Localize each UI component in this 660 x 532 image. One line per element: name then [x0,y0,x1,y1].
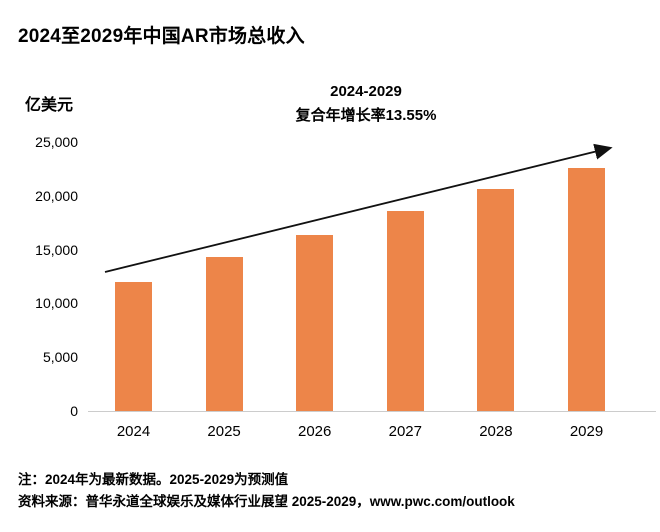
cagr-annotation: 2024-2029 复合年增长率13.55% [216,83,516,125]
y-tick-label-10000: 10,000 [35,295,78,312]
bar-2028 [477,189,515,411]
x-tick-label-2029: 2029 [569,423,604,440]
y-tick-label-0: 0 [70,403,78,419]
bar-2026 [296,234,334,411]
cagr-annotation-period: 2024-2029 [330,83,402,100]
footnote: 注：2024年为最新数据。2025-2029为预测值 [18,472,289,487]
bar-2025 [205,257,243,411]
x-tick-label-2026: 2026 [298,423,332,440]
bar-2029 [568,167,605,411]
x-tick-label-2025: 2025 [207,423,241,440]
x-tick-label-2024: 2024 [116,423,151,440]
bar-2027 [386,210,424,411]
x-tick-label-2027: 2027 [388,423,422,440]
y-tick-label-15000: 15,000 [35,241,78,258]
source-note: 资料来源：普华永道全球娱乐及媒体行业展望 2025-2029，www.pwc.c… [18,494,515,509]
y-tick-label-25000: 25,000 [35,134,78,150]
y-axis-unit-label: 亿美元 [25,97,74,114]
cagr-annotation-rate: 复合年增长率13.55% [295,107,437,124]
y-tick-label-20000: 20,000 [35,187,78,204]
bar-2024 [115,281,152,411]
x-tick-label-2028: 2028 [479,423,513,440]
y-tick-label-5000: 5,000 [42,349,78,366]
x-axis-line [88,411,656,412]
chart-title: 2024至2029年中国AR市场总收入 [18,26,305,47]
